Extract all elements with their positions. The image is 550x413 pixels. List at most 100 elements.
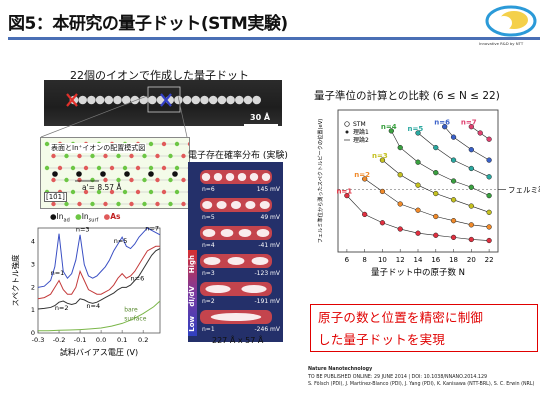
probability-lobe bbox=[237, 173, 247, 181]
calc-point bbox=[433, 232, 439, 238]
lattice-atom bbox=[155, 153, 160, 159]
calc-series-label: n=3 bbox=[372, 152, 388, 160]
calc-series-label: n=2 bbox=[354, 171, 370, 179]
atom-blob bbox=[87, 95, 96, 105]
probability-lobe bbox=[216, 201, 227, 209]
scale-bar-label: 30 Å bbox=[250, 113, 271, 122]
atom-blob bbox=[95, 95, 105, 105]
probability-lobe bbox=[225, 173, 235, 181]
lattice-atom bbox=[129, 177, 134, 183]
lattice-atom bbox=[135, 189, 141, 195]
calc-point bbox=[397, 172, 403, 178]
citation: Nature Nanotechnology TO BE PUBLISHED ON… bbox=[308, 366, 534, 389]
calc-xtick-label: 18 bbox=[449, 256, 458, 264]
legend-theory1-icon bbox=[345, 130, 349, 134]
probability-map bbox=[200, 226, 272, 240]
lattice-atom bbox=[64, 153, 69, 159]
probability-mv-label: -41 mV bbox=[258, 242, 281, 249]
citation-line1: TO BE PUBLISHED ONLINE: 29 JUNE 2014 | D… bbox=[308, 374, 488, 380]
key-message: 原子の数と位置を精密に制御 した量子ドットを実現 bbox=[310, 304, 538, 352]
legend-stm-icon bbox=[344, 121, 350, 127]
probability-lobe bbox=[238, 229, 252, 237]
probability-lobe bbox=[230, 201, 242, 209]
in-ad-atom bbox=[100, 171, 106, 177]
probability-n-label: n=3 bbox=[202, 270, 215, 277]
lattice-atom bbox=[174, 189, 180, 195]
probability-lobe bbox=[256, 229, 270, 237]
lattice-atom bbox=[77, 201, 82, 207]
calc-point bbox=[379, 188, 386, 195]
calc-xtick-label: 14 bbox=[414, 256, 423, 264]
calc-point bbox=[486, 224, 492, 230]
calc-point bbox=[486, 192, 492, 199]
lattice-atom bbox=[116, 201, 121, 207]
atom-blob bbox=[104, 95, 114, 105]
lattice-atom bbox=[174, 141, 180, 147]
calc-point bbox=[397, 144, 403, 151]
probability-mv-label: 49 mV bbox=[261, 214, 281, 221]
lattice-atom bbox=[77, 177, 82, 183]
calc-xtick-label: 20 bbox=[467, 256, 476, 264]
probability-lobe bbox=[210, 313, 262, 321]
lattice-atom bbox=[122, 165, 128, 171]
colorbar-didv: dI/dV bbox=[188, 286, 196, 307]
spectra-xlabel: 試料バイアス電圧 (V) bbox=[60, 347, 138, 357]
lattice-atom bbox=[181, 153, 186, 159]
colorbar-low: Low bbox=[188, 316, 196, 332]
lattice-atom bbox=[181, 177, 186, 183]
calc-point bbox=[442, 124, 448, 130]
lattice-atom bbox=[70, 189, 76, 195]
lattice-atom bbox=[103, 177, 108, 183]
lattice-atom bbox=[90, 201, 95, 207]
in-ad-atom bbox=[172, 171, 178, 177]
colorbar bbox=[188, 250, 197, 336]
lattice-atom bbox=[109, 189, 115, 195]
lattice-title: 表面とIn⁺イオンの配置模式図 bbox=[50, 143, 147, 153]
calc-point bbox=[450, 234, 457, 241]
probability-lobe bbox=[202, 229, 216, 237]
lattice-atom bbox=[116, 177, 121, 183]
probability-mv-label: -123 mV bbox=[255, 270, 281, 277]
stm-image-title: 22個のイオンで作成した量子ドット bbox=[70, 69, 249, 82]
spectra-xtick-label: 0.2 bbox=[138, 336, 148, 344]
lattice-atom bbox=[155, 201, 160, 207]
spectra-ytick-label: 3 bbox=[31, 261, 35, 269]
lattice-atom bbox=[187, 142, 189, 146]
probability-lobe bbox=[249, 173, 259, 181]
lattice-atom bbox=[142, 153, 147, 159]
atom-blob bbox=[235, 95, 244, 105]
calc-series-label: n=6 bbox=[434, 119, 450, 127]
probability-lobe bbox=[251, 257, 269, 265]
calc-point bbox=[379, 220, 386, 226]
probability-panel: n=6 145 mV n=5 49 mV n=4 -41 mV n=3 -123 mV n=2 -… bbox=[188, 162, 283, 342]
calc-point bbox=[468, 222, 474, 228]
probability-mv-label: -191 mV bbox=[255, 298, 281, 305]
lattice-atom bbox=[155, 177, 160, 183]
legend-as: As bbox=[110, 212, 121, 221]
lattice-direction: [10̄1] bbox=[44, 192, 67, 202]
lattice-atom bbox=[70, 165, 76, 171]
stm-image bbox=[44, 80, 282, 126]
spectra-xtick-label: -0.1 bbox=[74, 336, 87, 344]
calc-point bbox=[477, 130, 483, 136]
legend-in-surf-sub: surf bbox=[88, 217, 99, 224]
probability-mv-label: -246 mV bbox=[255, 326, 281, 332]
lattice-atom bbox=[51, 153, 56, 159]
probability-lobe bbox=[201, 173, 211, 181]
spectra-series bbox=[37, 245, 160, 300]
calc-point bbox=[486, 209, 492, 215]
zoom-lines bbox=[40, 96, 188, 138]
atom-blob bbox=[208, 95, 218, 105]
calc-point bbox=[450, 157, 457, 163]
calc-xtick-label: 10 bbox=[378, 256, 387, 264]
key-message-line2: した量子ドットを実現 bbox=[318, 332, 446, 347]
blue-marker-icon bbox=[160, 93, 172, 107]
atom-blob bbox=[148, 95, 157, 105]
calc-xtick-label: 22 bbox=[485, 256, 494, 264]
lattice-atom bbox=[57, 165, 63, 171]
logo-caption: Innovative R&D by NTT bbox=[479, 41, 524, 46]
probability-lobe bbox=[202, 201, 213, 209]
lattice-atom bbox=[96, 189, 102, 195]
atom-blob bbox=[130, 95, 140, 105]
lattice-atom bbox=[64, 201, 69, 207]
